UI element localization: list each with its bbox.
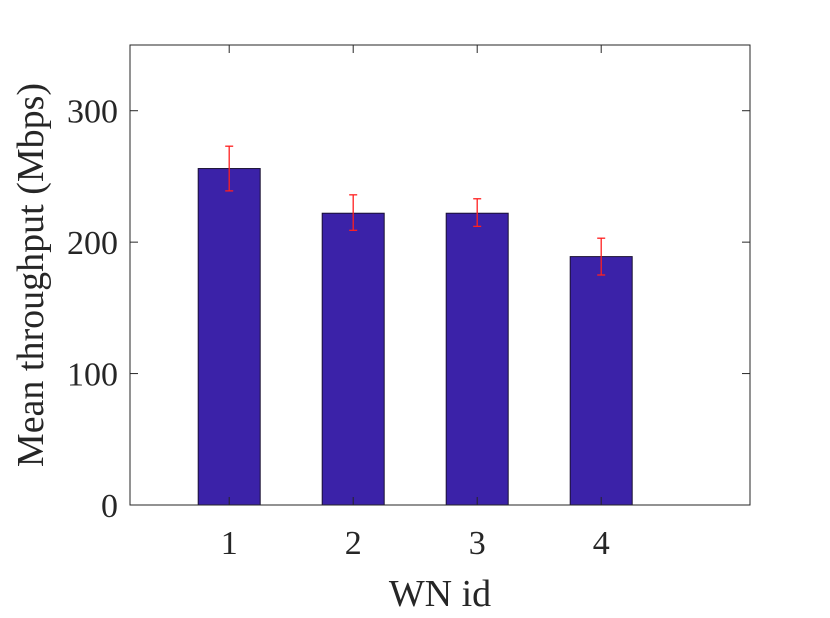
bar-1 bbox=[197, 168, 261, 506]
x-tick-label-2: 2 bbox=[345, 525, 362, 562]
x-tick-label-4: 4 bbox=[593, 525, 610, 562]
bar-4 bbox=[569, 256, 633, 506]
y-tick-label-200: 200 bbox=[67, 225, 118, 262]
x-ticks-group: 1 2 3 4 bbox=[221, 45, 610, 562]
y-tick-label-0: 0 bbox=[101, 488, 118, 525]
error-bar-2 bbox=[349, 194, 358, 231]
bars-group bbox=[197, 168, 633, 506]
error-bar-3 bbox=[473, 198, 482, 228]
bar-2 bbox=[321, 212, 385, 506]
error-bar-1 bbox=[225, 145, 234, 192]
bar-3 bbox=[445, 212, 509, 506]
y-tick-label-100: 100 bbox=[67, 357, 118, 394]
x-tick-label-3: 3 bbox=[469, 525, 486, 562]
y-axis-label: Mean throughput (Mbps) bbox=[10, 83, 52, 467]
x-tick-label-1: 1 bbox=[221, 525, 238, 562]
error-bars-group bbox=[225, 145, 606, 276]
y-tick-label-300: 300 bbox=[67, 94, 118, 131]
plot-frame bbox=[129, 44, 751, 506]
error-bar-4 bbox=[597, 237, 606, 276]
x-axis-label: WN id bbox=[389, 573, 491, 615]
y-ticks-group: 0 100 200 300 bbox=[67, 94, 750, 525]
